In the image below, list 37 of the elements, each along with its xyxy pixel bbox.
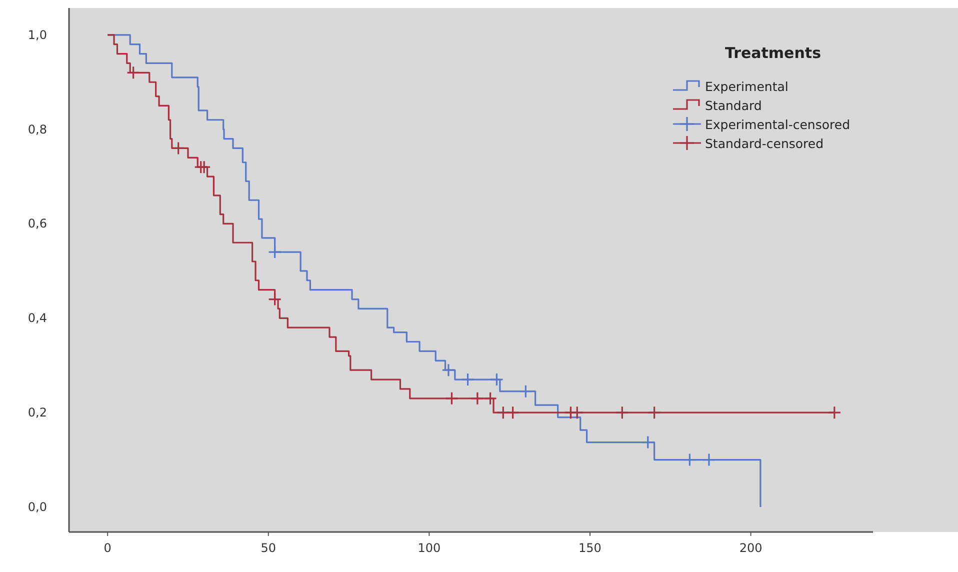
- point: [570, 406, 584, 420]
- point: [702, 452, 716, 467]
- point: [496, 406, 510, 420]
- point: [828, 406, 842, 420]
- point: [442, 363, 456, 377]
- y-tick-label: 0,2: [28, 406, 47, 420]
- y-tick-label: 0,6: [28, 216, 47, 231]
- point: [197, 160, 211, 174]
- y-tick-label: 1,0: [28, 28, 47, 42]
- x-tick-label: 100: [418, 541, 441, 555]
- point: [648, 406, 662, 420]
- point: [460, 372, 475, 386]
- y-tick-label: 0,8: [28, 122, 47, 136]
- point: [641, 436, 655, 450]
- x-tick-label: 200: [739, 541, 762, 555]
- legend-label: Standard-censored: [705, 136, 824, 151]
- point: [483, 392, 498, 406]
- legend-label: Standard: [705, 98, 762, 113]
- point: [172, 141, 186, 156]
- point: [470, 392, 484, 406]
- point: [126, 66, 140, 80]
- legend-label: Experimental: [705, 79, 788, 94]
- point: [268, 245, 282, 259]
- y-tick-label: 0,0: [28, 500, 47, 514]
- legend-label: Experimental-censored: [705, 117, 850, 132]
- y-tick-label: 0,4: [28, 311, 47, 326]
- point: [490, 372, 504, 386]
- point: [615, 406, 629, 420]
- point: [682, 452, 696, 467]
- point: [444, 392, 459, 406]
- x-tick-label: 50: [260, 541, 276, 555]
- point: [518, 384, 532, 398]
- point: [506, 406, 520, 420]
- legend-title: Treatments: [724, 44, 822, 62]
- point: [268, 292, 282, 306]
- x-tick-label: 0: [104, 541, 112, 555]
- x-tick-label: 150: [578, 541, 602, 555]
